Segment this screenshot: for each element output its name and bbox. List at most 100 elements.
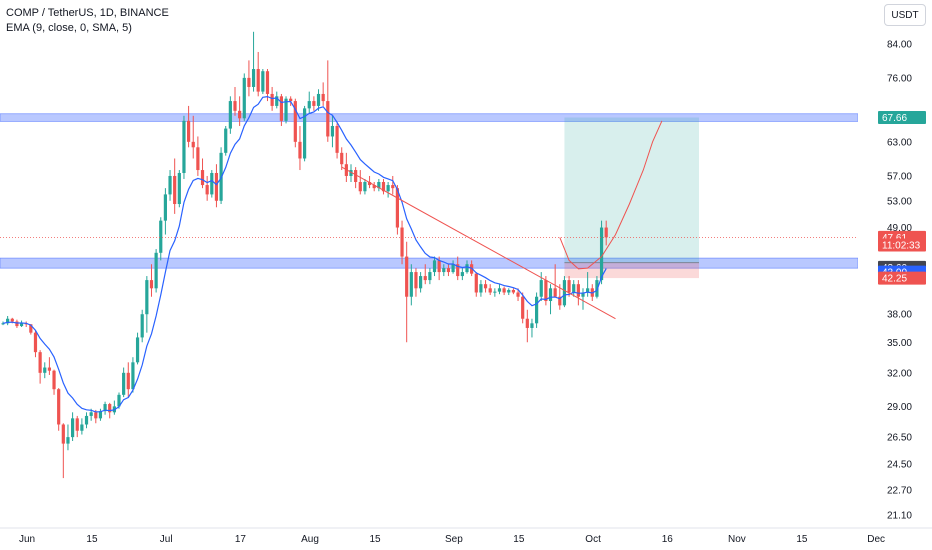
- candle-body: [270, 93, 274, 106]
- candle-body: [191, 141, 195, 148]
- candle-body: [363, 182, 367, 192]
- y-tick-label: 29.00: [887, 402, 912, 413]
- candle-body: [497, 288, 502, 292]
- candle-body: [154, 252, 158, 289]
- y-tick-label: 53.00: [887, 196, 912, 207]
- y-tick-label: 76.00: [887, 73, 912, 84]
- y-tick-label: 35.00: [887, 338, 912, 349]
- x-tick-label: 15: [369, 534, 381, 545]
- candle-body: [126, 372, 130, 390]
- price-tag: [878, 238, 926, 252]
- price-tag: [878, 111, 926, 125]
- candle-body: [247, 77, 251, 87]
- x-tick-label: 15: [86, 534, 98, 545]
- candle-body: [330, 125, 335, 137]
- candle-body: [395, 188, 399, 228]
- x-tick-label: 15: [796, 534, 808, 545]
- candle-body: [525, 318, 529, 328]
- candle-body: [451, 264, 455, 273]
- candle-body: [321, 93, 325, 102]
- candle-body: [173, 175, 177, 205]
- time-axis: Jun15Jul17Aug15Sep15Oct16Nov15Dec15: [0, 527, 932, 545]
- candle-body: [372, 185, 376, 189]
- candle-body: [57, 389, 61, 425]
- candle-body: [349, 170, 353, 176]
- candle-body: [98, 411, 103, 419]
- candle-body: [47, 367, 51, 371]
- candle-body: [595, 280, 599, 297]
- currency-button[interactable]: USDT: [884, 4, 926, 26]
- x-tick-label: 17: [235, 534, 247, 545]
- candle-body: [279, 96, 283, 121]
- y-tick-label: 21.10: [887, 510, 912, 521]
- y-tick-label: 63.00: [887, 137, 912, 148]
- candle-body: [103, 404, 107, 412]
- candle-body: [326, 101, 330, 137]
- zone-support: [0, 257, 859, 269]
- candle-body: [544, 280, 548, 302]
- candle-body: [456, 264, 460, 277]
- y-tick-label: 22.70: [887, 485, 912, 496]
- candle-body: [511, 289, 515, 293]
- candle-body: [261, 71, 265, 92]
- candle-body: [386, 185, 390, 192]
- y-tick-label: 24.50: [887, 459, 912, 470]
- candle-body: [558, 296, 562, 306]
- candle-body: [108, 404, 112, 413]
- candle-body: [242, 77, 246, 119]
- candle-body: [145, 280, 149, 315]
- symbol-title: COMP / TetherUS, 1D, BINANCE: [6, 7, 169, 19]
- candle-body: [312, 101, 316, 106]
- x-tick-label: Aug: [301, 534, 319, 545]
- candle-body: [442, 268, 446, 273]
- long-position-tool: [564, 117, 699, 279]
- candle-body: [228, 101, 232, 129]
- candle-body: [539, 280, 543, 297]
- candle-body: [432, 260, 437, 273]
- candle-body: [391, 185, 395, 189]
- candle-body: [238, 110, 242, 119]
- x-tick-label: Nov: [728, 534, 746, 545]
- candle-body: [483, 284, 488, 289]
- x-tick-label: Jul: [160, 534, 173, 545]
- price-tag-label: 42.25: [882, 274, 907, 285]
- candle-body: [187, 120, 191, 142]
- candle-body: [140, 314, 144, 338]
- candle-body: [19, 323, 24, 327]
- candle-body: [29, 324, 33, 333]
- candle-body: [493, 291, 497, 293]
- candle-body: [214, 172, 219, 201]
- price-axis: 92.0084.0076.0063.0057.0053.0049.0038.00…: [858, 0, 932, 550]
- zone-resistance: [0, 113, 859, 122]
- trendline: [341, 166, 616, 320]
- candle-body: [33, 332, 38, 353]
- price-tag-label: 11:02:33: [882, 241, 921, 252]
- candle-body: [298, 141, 302, 159]
- candle-body: [163, 194, 167, 221]
- candle-body: [553, 288, 557, 297]
- candle-body: [474, 273, 478, 293]
- candle-body: [159, 220, 163, 253]
- candle-body: [251, 69, 256, 87]
- x-tick-label: Sep: [445, 534, 463, 545]
- candle-body: [43, 367, 47, 373]
- candle-body: [414, 272, 418, 289]
- candle-body: [381, 182, 386, 192]
- candle-body: [367, 182, 372, 186]
- candle-body: [61, 424, 65, 444]
- candle-body: [149, 280, 154, 289]
- candle-body: [567, 280, 571, 293]
- candle-body: [10, 318, 14, 322]
- candle-body: [548, 288, 553, 302]
- candle-body: [182, 120, 186, 173]
- projection-path: [559, 120, 663, 270]
- candle-body: [377, 182, 381, 189]
- candle-body: [289, 98, 293, 102]
- candle-body: [521, 296, 525, 319]
- ema-9-line: [2, 95, 607, 413]
- candle-body: [1, 323, 5, 325]
- candle-body: [6, 318, 10, 324]
- candle-body: [479, 284, 483, 293]
- y-tick-label: 49.00: [887, 223, 912, 234]
